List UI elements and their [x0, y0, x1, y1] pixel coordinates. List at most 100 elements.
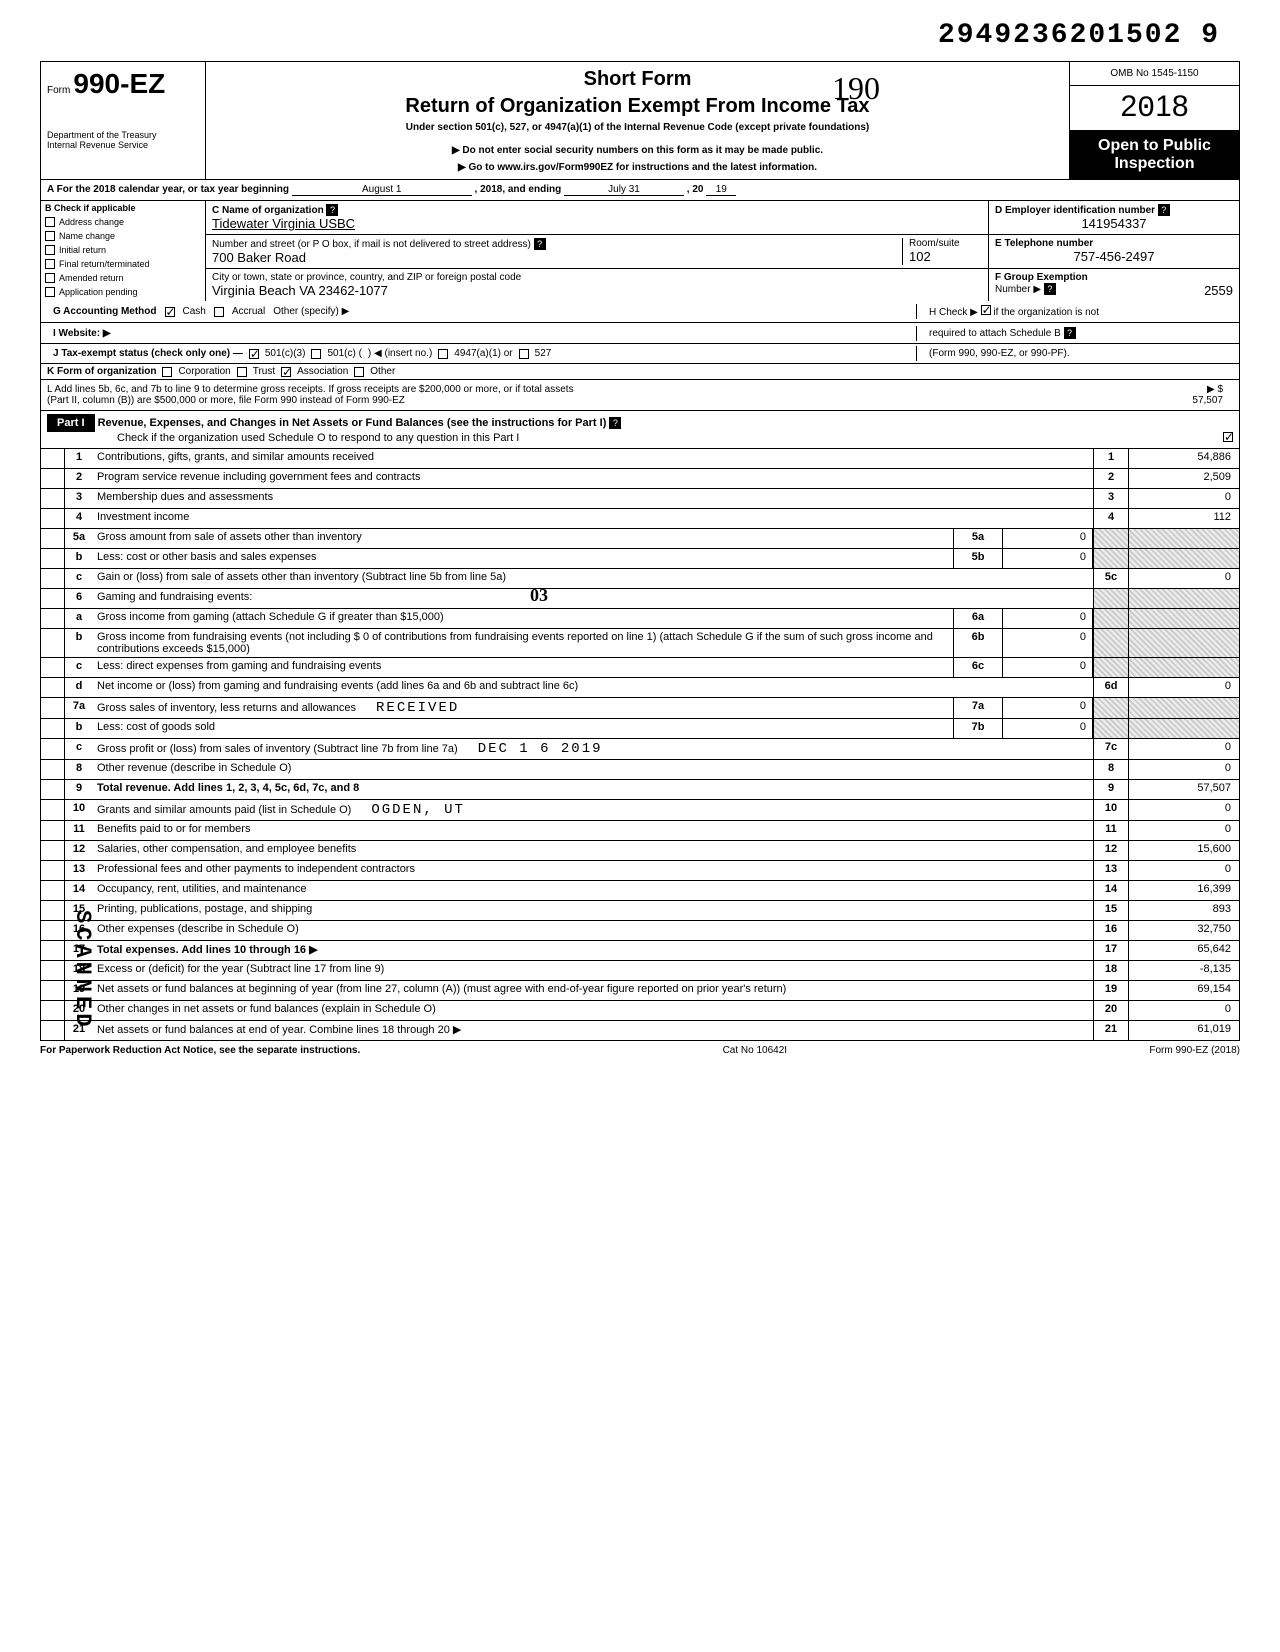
amount-line-number: 18	[1093, 961, 1129, 980]
amount-line-number	[1093, 589, 1129, 608]
chk-name-change[interactable]	[45, 231, 55, 241]
line-description: Less: cost of goods sold	[93, 719, 953, 738]
amount-line-number	[1093, 629, 1129, 657]
line-description: Net income or (loss) from gaming and fun…	[93, 678, 1093, 697]
chk-initial-return[interactable]	[45, 245, 55, 255]
line-number: b	[65, 719, 93, 738]
cat-no: Cat No 10642I	[723, 1045, 788, 1056]
chk-sched-b[interactable]	[981, 305, 991, 315]
mid-line-value: 0	[1003, 529, 1093, 548]
amount-line-number	[1093, 549, 1129, 568]
chk-527[interactable]	[519, 349, 529, 359]
amount-line-number: 1	[1093, 449, 1129, 468]
line-description: Benefits paid to or for members	[93, 821, 1093, 840]
side-gutter	[41, 841, 65, 860]
amount-value: 57,507	[1129, 780, 1239, 799]
amount-value: 2,509	[1129, 469, 1239, 488]
amount-line-number: 2	[1093, 469, 1129, 488]
header-center-block: Short Form Return of Organization Exempt…	[206, 62, 1069, 179]
scanned-stamp: SCANNED	[70, 910, 95, 1030]
main-title: Return of Organization Exempt From Incom…	[216, 95, 1059, 118]
side-gutter	[41, 589, 65, 608]
line-description: Other changes in net assets or fund bala…	[93, 1001, 1093, 1020]
chk-address-change[interactable]	[45, 217, 55, 227]
form-word: Form	[47, 85, 70, 96]
amount-value: 0	[1129, 861, 1239, 880]
line-k: K Form of organization Corporation Trust…	[40, 364, 1240, 380]
side-gutter	[41, 569, 65, 588]
mid-line-number: 6c	[953, 658, 1003, 677]
help-icon: ?	[326, 204, 338, 216]
amount-value: 54,886	[1129, 449, 1239, 468]
mid-line-value: 0	[1003, 719, 1093, 738]
dept-irs: Internal Revenue Service	[47, 140, 199, 150]
line-b: bLess: cost of goods sold7b0	[40, 719, 1240, 739]
amount-value: 65,642	[1129, 941, 1239, 960]
line-description: Contributions, gifts, grants, and simila…	[93, 449, 1093, 468]
chk-amended[interactable]	[45, 273, 55, 283]
line-number: 13	[65, 861, 93, 880]
amount-value: 16,399	[1129, 881, 1239, 900]
help-icon: ?	[609, 417, 621, 429]
line-number: 5a	[65, 529, 93, 548]
line-description: Professional fees and other payments to …	[93, 861, 1093, 880]
line-description: Occupancy, rent, utilities, and maintena…	[93, 881, 1093, 900]
line-7a: 7aGross sales of inventory, less returns…	[40, 698, 1240, 719]
row-a-tax-year: A For the 2018 calendar year, or tax yea…	[40, 180, 1240, 201]
side-gutter	[41, 449, 65, 468]
form-header: Form 990-EZ Department of the Treasury I…	[40, 61, 1240, 180]
line-description: Printing, publications, postage, and shi…	[93, 901, 1093, 920]
amount-line-number: 6d	[1093, 678, 1129, 697]
amount-value	[1129, 658, 1239, 677]
org-name: Tidewater Virginia USBC	[212, 216, 355, 231]
line-b: bGross income from fundraising events (n…	[40, 629, 1240, 658]
amount-line-number	[1093, 609, 1129, 628]
line-description: Less: direct expenses from gaming and fu…	[93, 658, 953, 677]
header-right-block: OMB No 1545-1150 20201818 Open to Public…	[1069, 62, 1239, 179]
mid-line-number: 6a	[953, 609, 1003, 628]
line-description: Net assets or fund balances at end of ye…	[93, 1021, 1093, 1040]
line-4: 4Investment income4112	[40, 509, 1240, 529]
line-number: c	[65, 739, 93, 759]
line-l: L Add lines 5b, 6c, and 7b to line 9 to …	[40, 380, 1240, 411]
line-description: Other expenses (describe in Schedule O)	[93, 921, 1093, 940]
chk-corp[interactable]	[162, 367, 172, 377]
amount-value: 893	[1129, 901, 1239, 920]
amount-value: 0	[1129, 821, 1239, 840]
mid-line-number: 7a	[953, 698, 1003, 718]
chk-4947[interactable]	[438, 349, 448, 359]
chk-501c3[interactable]	[249, 349, 259, 359]
amount-value	[1129, 609, 1239, 628]
line-14: 14Occupancy, rent, utilities, and mainte…	[40, 881, 1240, 901]
chk-501c[interactable]	[311, 349, 321, 359]
help-icon: ?	[1064, 327, 1076, 339]
chk-cash[interactable]	[165, 307, 175, 317]
chk-sched-o[interactable]	[1223, 432, 1233, 442]
hand-03: 03	[530, 585, 548, 606]
amount-value	[1129, 629, 1239, 657]
side-gutter	[41, 821, 65, 840]
amount-line-number: 19	[1093, 981, 1129, 1000]
amount-value	[1129, 589, 1239, 608]
chk-accrual[interactable]	[214, 307, 224, 317]
header-left-block: Form 990-EZ Department of the Treasury I…	[41, 62, 206, 179]
amount-value	[1129, 529, 1239, 548]
chk-final-return[interactable]	[45, 259, 55, 269]
side-gutter	[41, 1001, 65, 1020]
part-1-label: Part I	[47, 414, 95, 432]
begin-date: August 1	[292, 184, 472, 196]
line-number: 14	[65, 881, 93, 900]
amount-value: 0	[1129, 1001, 1239, 1020]
column-b-checkboxes: B Check if applicable Address change Nam…	[41, 201, 206, 301]
chk-assoc[interactable]	[281, 367, 291, 377]
side-gutter	[41, 509, 65, 528]
chk-trust[interactable]	[237, 367, 247, 377]
side-gutter	[41, 609, 65, 628]
side-gutter	[41, 739, 65, 759]
document-number: 2949236201502 9	[40, 20, 1240, 51]
chk-other-org[interactable]	[354, 367, 364, 377]
chk-app-pending[interactable]	[45, 287, 55, 297]
line-description: Gain or (loss) from sale of assets other…	[93, 569, 1093, 588]
mid-line-value: 0	[1003, 609, 1093, 628]
mid-line-number: 7b	[953, 719, 1003, 738]
